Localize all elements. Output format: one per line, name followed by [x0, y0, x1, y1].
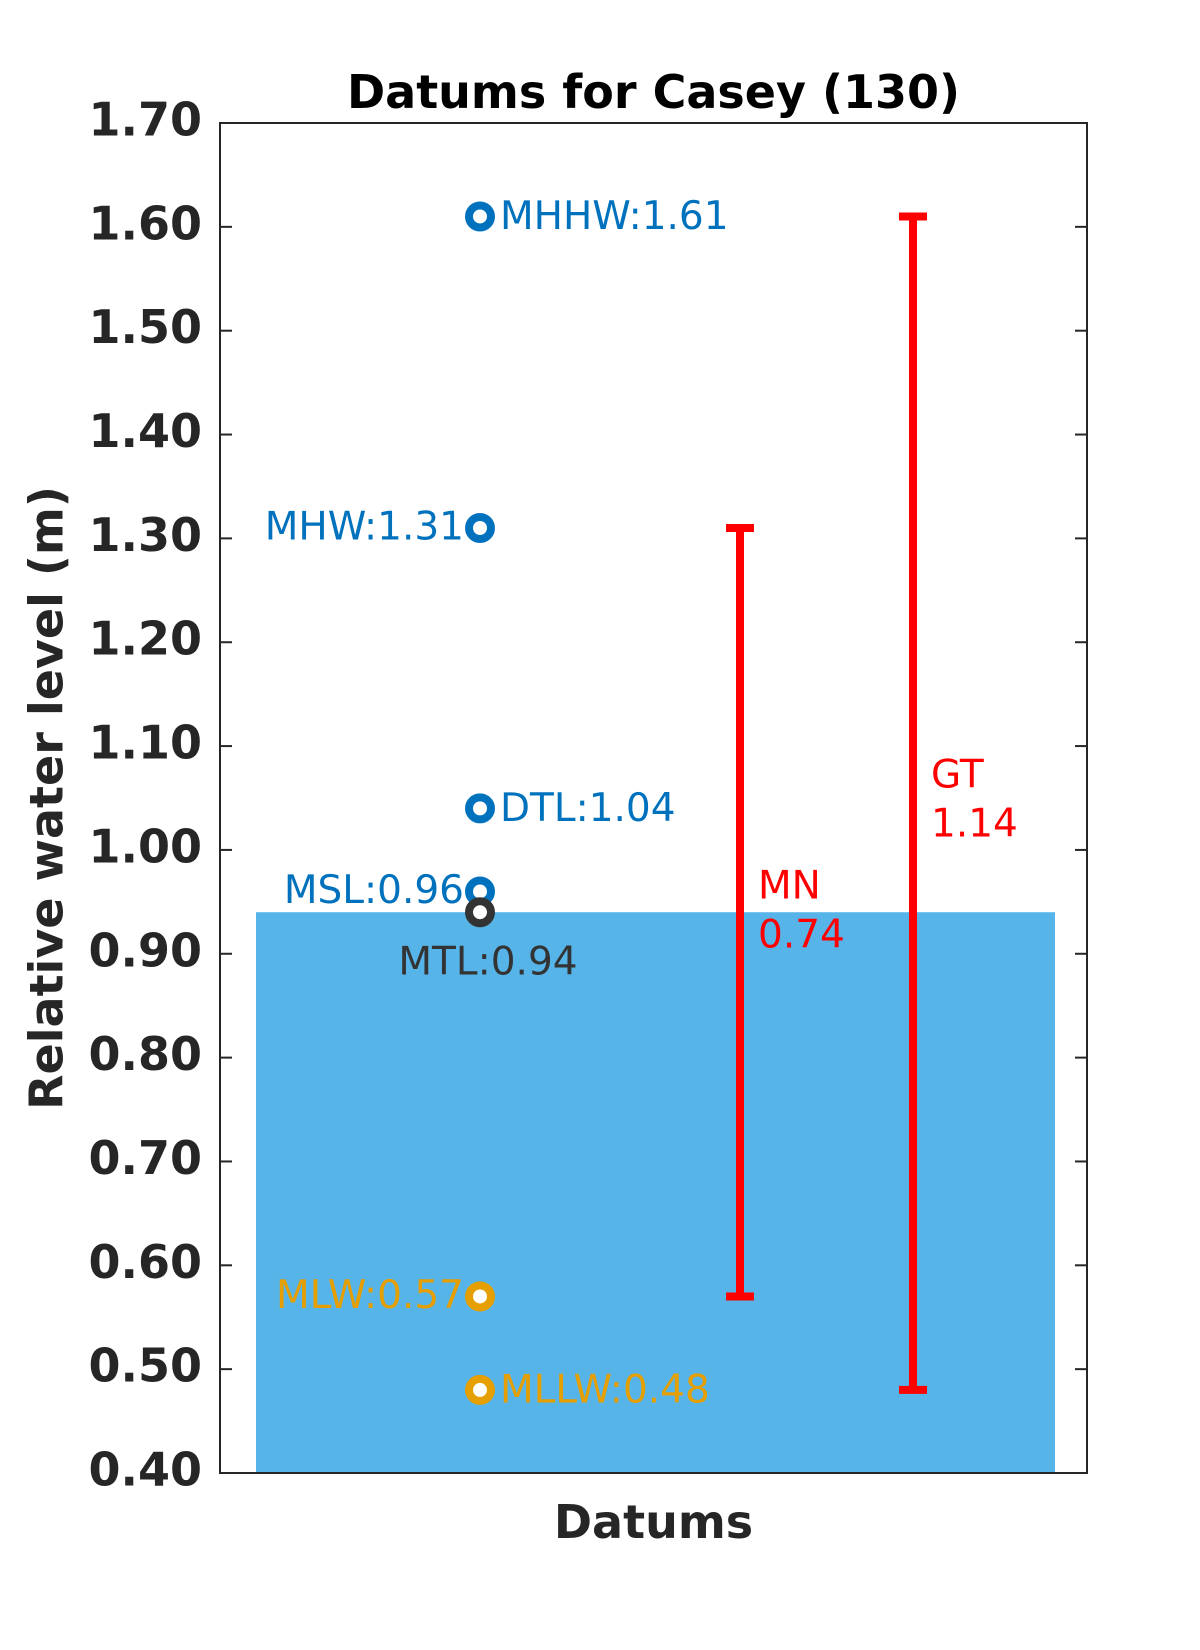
- datum-label-mlw: MLW:0.57: [276, 1273, 464, 1318]
- y-tick-label: 0.60: [89, 1235, 203, 1289]
- datum-label-mhw: MHW:1.31: [265, 505, 464, 550]
- y-tick-label: 1.20: [89, 612, 203, 666]
- y-tick-label: 1.70: [89, 93, 203, 147]
- datum-marker-mllw: [465, 1374, 495, 1405]
- range-label-name-mn: MN: [758, 864, 821, 909]
- plot-frame: [219, 122, 1088, 1474]
- datum-marker-mtl: [465, 897, 495, 928]
- y-tick-label: 0.50: [89, 1339, 203, 1393]
- y-tick-label: 0.40: [89, 1443, 203, 1497]
- datum-label-msl: MSL:0.96: [284, 868, 464, 913]
- y-tick-label: 1.10: [89, 716, 203, 770]
- label-layer: MHHW:1.61 MHW:1.31 DTL:1.04 MSL:0.96 MTL:0.9…: [265, 194, 1018, 1412]
- x-axis-title: Datums: [554, 1495, 753, 1549]
- y-tick-label: 1.50: [89, 300, 203, 354]
- y-tick-label: 1.40: [89, 404, 203, 458]
- datum-marker-mhw: [465, 513, 495, 543]
- chart-title: Datums for Casey (130): [347, 65, 960, 119]
- y-tick-label: 0.70: [89, 1131, 203, 1185]
- range-layer: [726, 212, 927, 1394]
- marker-layer: [465, 201, 495, 1405]
- range-label-value-gt: 1.14: [931, 802, 1018, 847]
- y-tick-label: 1.00: [89, 819, 203, 873]
- datum-marker-mhhw: [465, 201, 495, 232]
- datum-label-mhhw: MHHW:1.61: [500, 194, 729, 239]
- fill-band: [256, 912, 1055, 1473]
- y-tick-label: 0.80: [89, 1027, 203, 1081]
- y-tick-label: 1.60: [89, 196, 203, 250]
- ticks-layer: 0.40 0.50 0.60 0.70 0.80 0.90 1.00 1.10 1.20 1.30…: [89, 93, 1087, 1497]
- y-axis-title: Relative water level (m): [20, 486, 74, 1110]
- datum-marker-dtl: [465, 793, 495, 824]
- datum-label-mtl: MTL:0.94: [398, 940, 577, 985]
- y-tick-label: 0.90: [89, 923, 203, 977]
- fill-layer: [256, 912, 1055, 1473]
- datum-label-dtl: DTL:1.04: [500, 786, 676, 831]
- range-label-value-mn: 0.74: [758, 913, 845, 958]
- datum-marker-mlw: [465, 1281, 495, 1312]
- datum-label-mllw: MLLW:0.48: [500, 1367, 710, 1412]
- range-label-name-gt: GT: [931, 753, 984, 798]
- y-tick-label: 1.30: [89, 508, 203, 562]
